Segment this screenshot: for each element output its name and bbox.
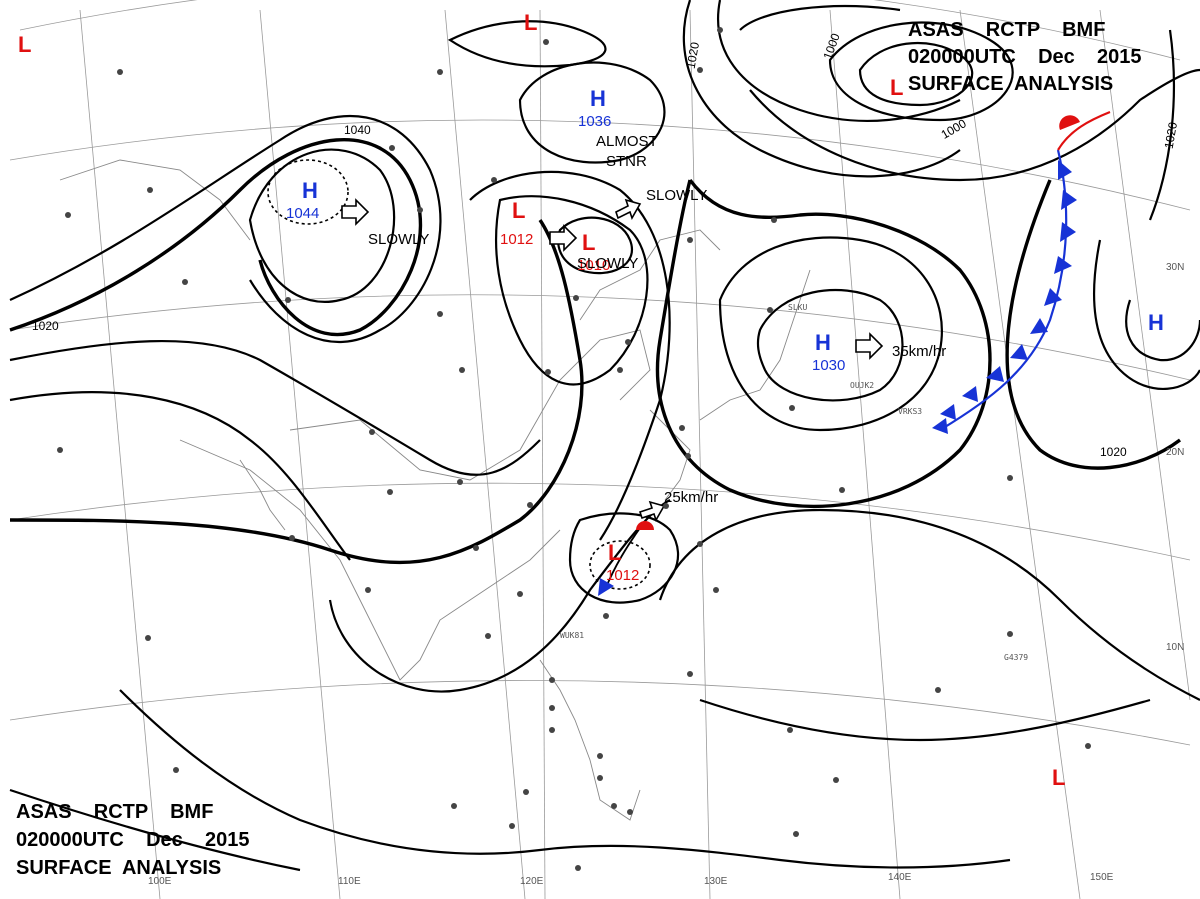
longitude-label: 130E (704, 876, 728, 887)
pressure-systems: H 1044 H 1036 H 1030 H L 1012 L 1010 L 1… (18, 10, 1164, 790)
low-pressure-value: 1012 (500, 231, 533, 248)
motion-labels: SLOWLY SLOWLY SLOWLY ALMOST STNR 35km/hr… (368, 133, 946, 506)
high-symbol: H (590, 86, 606, 111)
station-id: SLKU (788, 303, 807, 312)
latitude-label: 10N (1166, 642, 1184, 653)
station-id: G4379 (1004, 653, 1028, 662)
header-line-1: ASAS RCTP BMF (16, 801, 213, 823)
header-line-2: 020000UTC Dec 2015 (16, 829, 249, 851)
high-pressure-value: 1044 (286, 205, 319, 222)
low-symbol: L (608, 540, 621, 565)
isobar-label: 1020 (1100, 445, 1127, 459)
isobar-label: 1020 (32, 319, 59, 333)
longitude-label: 110E (338, 876, 361, 887)
low-symbol: L (18, 32, 31, 57)
low-symbol: L (582, 230, 595, 255)
motion-label: 35km/hr (892, 343, 946, 360)
header-bottom: ASAS RCTP BMF 020000UTC Dec 2015 SURFACE… (16, 801, 249, 879)
isobar-label: 1020 (1162, 121, 1180, 150)
station-id: OUJK2 (850, 381, 874, 390)
station-id: VRKS3 (898, 407, 922, 416)
motion-label: STNR (606, 153, 647, 170)
longitude-label: 140E (888, 872, 912, 883)
high-pressure-value: 1036 (578, 113, 611, 130)
station-id: WUK81 (560, 631, 584, 640)
header-top: ASAS RCTP BMF 020000UTC Dec 2015 SURFACE… (908, 19, 1141, 95)
low-symbol: L (1052, 765, 1065, 790)
header-line-3: SURFACE ANALYSIS (16, 857, 221, 879)
high-centre-dotted-isobar (267, 159, 349, 225)
low-centre-dotted-isobar (589, 540, 651, 590)
motion-label: SLOWLY (646, 187, 707, 204)
motion-label: SLOWLY (577, 255, 638, 272)
longitude-label: 100E (148, 876, 172, 887)
high-symbol: H (1148, 310, 1164, 335)
high-symbol: H (815, 330, 831, 355)
header-line-1: ASAS RCTP BMF (908, 19, 1105, 41)
longitude-label: 150E (1090, 872, 1114, 883)
header-line-2: 020000UTC Dec 2015 (908, 46, 1141, 68)
low-symbol: L (524, 10, 537, 35)
low-pressure-value: 1010 (577, 257, 610, 274)
header-line-3: SURFACE ANALYSIS (908, 73, 1113, 95)
low-symbol: L (512, 198, 525, 223)
warm-front (1057, 110, 1111, 151)
station-plots (57, 27, 1091, 871)
motion-label: SLOWLY (368, 231, 429, 248)
graticule (9, 0, 1191, 899)
station-ids: SLKU OUJK2 VRKS3 WUK81 G4379 (560, 303, 1028, 662)
isobar-labels: 1040 1020 1020 1020 1020 1000 1000 (32, 31, 1180, 459)
graticule-labels: 30N 20N 10N 100E 110E 120E 130E 140E 150… (148, 262, 1184, 887)
high-symbol: H (302, 178, 318, 203)
latitude-label: 20N (1166, 447, 1184, 458)
isobars (9, 0, 1200, 872)
low-pressure-value: 1012 (606, 567, 639, 584)
latitude-label: 30N (1166, 262, 1184, 273)
isobar-label: 1000 (820, 31, 842, 61)
coastlines (59, 159, 811, 821)
isobar-label: 1040 (344, 123, 371, 137)
high-pressure-value: 1030 (812, 357, 845, 374)
motion-label: 25km/hr (664, 489, 718, 506)
motion-label: ALMOST (596, 133, 658, 150)
longitude-label: 120E (520, 876, 544, 887)
isobar-label: 1020 (684, 41, 702, 70)
low-symbol: L (890, 75, 903, 100)
motion-arrows (341, 198, 884, 522)
cold-front (932, 149, 1077, 434)
small-front (598, 521, 654, 596)
